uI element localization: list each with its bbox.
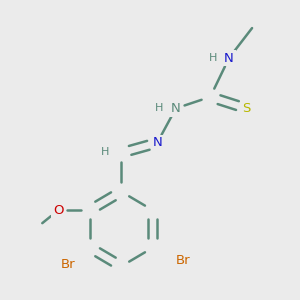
Text: N: N	[152, 136, 162, 149]
Text: Br: Br	[176, 254, 190, 267]
Text: Br: Br	[61, 258, 76, 272]
Text: H: H	[101, 147, 110, 157]
Text: H: H	[154, 103, 163, 112]
Text: S: S	[242, 102, 250, 115]
Text: N: N	[224, 52, 234, 64]
Text: H: H	[209, 52, 218, 62]
Text: O: O	[53, 204, 63, 217]
Text: N: N	[171, 102, 181, 115]
